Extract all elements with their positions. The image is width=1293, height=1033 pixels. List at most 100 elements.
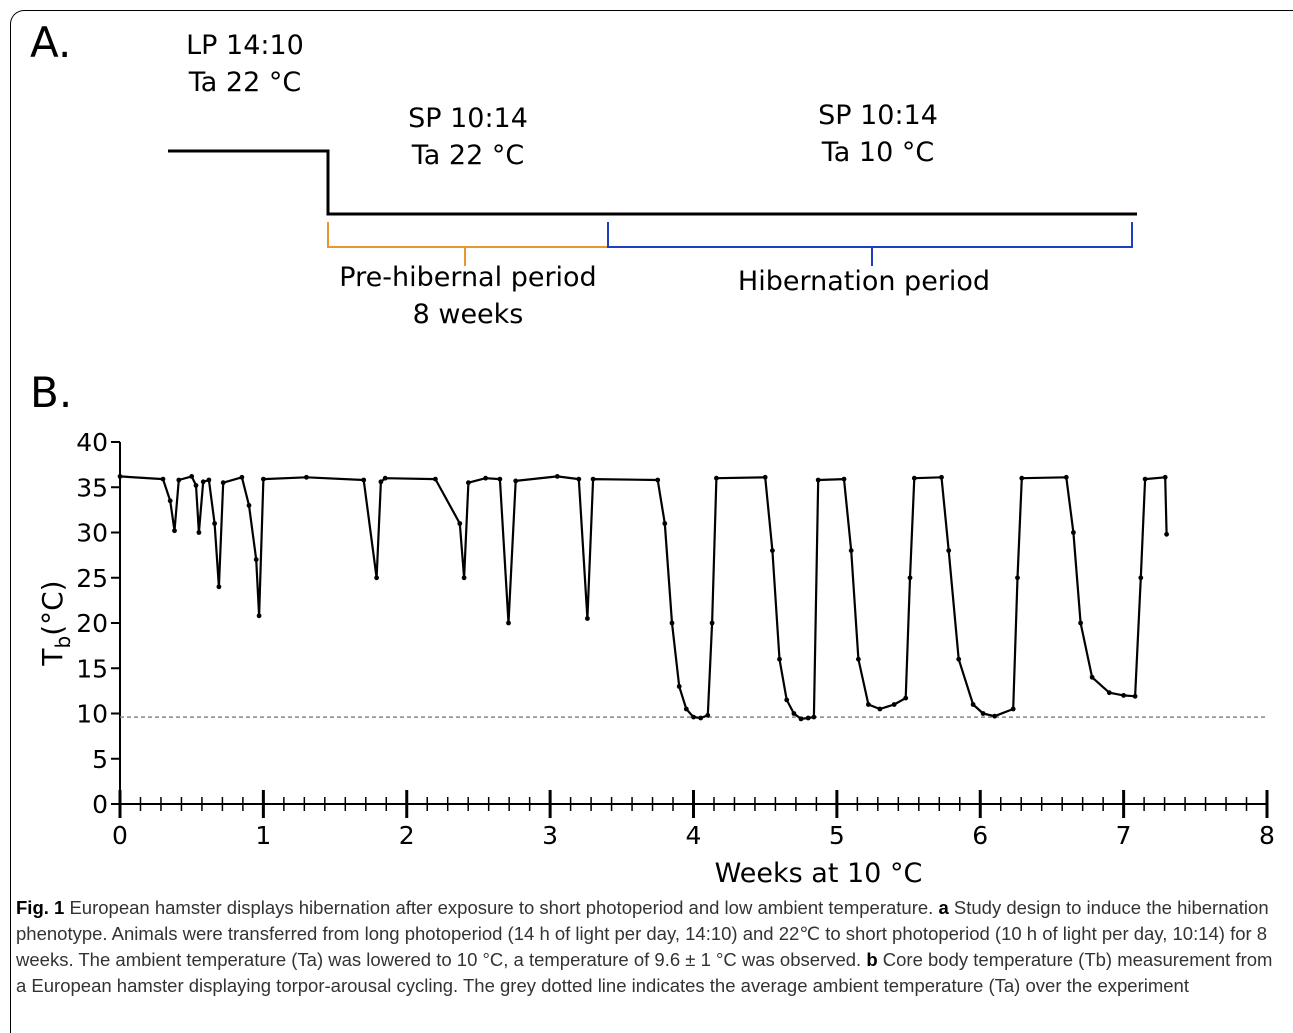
x-tick-label: 0 (112, 821, 128, 850)
phase1-photoperiod: LP 14:10 (186, 30, 304, 61)
data-point (891, 702, 897, 707)
caption-b-label: b (866, 949, 878, 970)
data-point (246, 503, 252, 508)
photoperiod-step-line (168, 149, 1137, 216)
data-point (167, 498, 173, 504)
data-point (770, 548, 775, 553)
data-point (256, 613, 262, 619)
caption-a-label: a (938, 897, 949, 918)
body-temperature-series (119, 475, 1168, 721)
data-point (506, 620, 511, 626)
x-tick-label: 4 (686, 821, 702, 850)
data-point (172, 528, 177, 534)
hibernation-bracket (607, 222, 1133, 266)
data-point (216, 584, 222, 590)
data-point (117, 474, 123, 479)
data-point (705, 712, 711, 718)
x-axis-label: Weeks at 10 °C (715, 858, 923, 889)
data-point (193, 483, 199, 488)
y-tick-label: 35 (76, 473, 108, 502)
data-point (1106, 690, 1112, 696)
data-point (576, 476, 582, 482)
data-point (848, 548, 854, 553)
y-tick-label: 5 (92, 745, 108, 774)
caption-a-text: Study design to induce the hibernation p… (16, 897, 1269, 970)
data-point (554, 474, 560, 479)
panel-a-label: A. (30, 18, 72, 67)
data-point (483, 475, 488, 481)
data-point (497, 476, 503, 482)
data-point (239, 474, 245, 480)
x-tick-label: 5 (829, 821, 845, 850)
data-point (1015, 575, 1020, 581)
data-point (784, 697, 790, 703)
hibernation-bracket-label: Hibernation period (738, 263, 990, 300)
data-point (160, 476, 166, 482)
data-point (1063, 474, 1069, 480)
data-point (1019, 475, 1025, 481)
data-point (1162, 474, 1168, 480)
data-point (461, 575, 467, 581)
data-point (903, 695, 909, 701)
data-point (361, 477, 367, 483)
data-point (946, 548, 952, 553)
data-point (200, 479, 206, 485)
data-point (1078, 620, 1083, 626)
data-point (220, 480, 226, 486)
data-point (655, 477, 661, 483)
data-point (1071, 530, 1076, 535)
caption-fig-number: Fig. 1 (16, 897, 65, 918)
prehibernal-period-text: Pre-hibernal period (339, 262, 597, 293)
phase2-photoperiod: SP 10:14 (408, 103, 528, 134)
phase2-temperature: Ta 22 °C (411, 140, 525, 171)
prehibernal-bracket (327, 222, 608, 266)
data-point (212, 521, 218, 526)
caption-b-text: Core body temperature (Tb) measurement f… (16, 949, 1273, 996)
caption-title: European hamster displays hibernation af… (69, 897, 934, 918)
y-tick-label: 40 (76, 428, 108, 457)
data-point (866, 702, 871, 707)
data-point (669, 620, 675, 626)
data-point (805, 715, 811, 721)
data-point (992, 713, 997, 719)
phase2-label: SP 10:14 Ta 22 °C (408, 100, 528, 174)
study-design-diagram (168, 149, 1137, 266)
data-point (382, 475, 388, 481)
data-point (1121, 693, 1126, 698)
data-point (1138, 575, 1144, 581)
data-point (585, 616, 590, 621)
data-point (513, 478, 519, 484)
y-tick-label: 10 (76, 700, 108, 729)
data-point (662, 521, 668, 526)
data-point (811, 714, 817, 720)
data-point (791, 711, 797, 716)
phase3-label: SP 10:14 Ta 10 °C (818, 97, 938, 171)
data-point (691, 714, 696, 720)
y-label-tail: (°C) (36, 580, 69, 635)
figure-svg: 0 5 10 15 20 25 30 35 40 0 1 2 3 4 5 6 7 8 Weeks at 10 °C T… (36, 149, 1275, 889)
data-point (877, 706, 883, 712)
data-point (777, 656, 782, 662)
data-point (206, 477, 212, 483)
data-point (762, 474, 768, 480)
figure-frame (10, 10, 1293, 1033)
data-point (590, 476, 596, 482)
hibernation-period-text: Hibernation period (737, 266, 991, 297)
data-point (956, 656, 962, 662)
x-tick-label: 1 (255, 821, 271, 850)
panel-b-label: B. (30, 368, 73, 417)
x-tick-label: 3 (542, 821, 558, 850)
data-point (815, 477, 821, 483)
x-tick-label: 2 (399, 821, 415, 850)
data-point (798, 716, 804, 722)
data-point (176, 477, 182, 483)
data-point (261, 476, 266, 482)
data-point (698, 715, 704, 721)
prehibernal-bracket-label: Pre-hibernal period 8 weeks (339, 259, 596, 333)
data-point (433, 476, 438, 482)
y-tick-label: 20 (76, 609, 108, 638)
data-point (189, 474, 195, 479)
data-point (1132, 693, 1138, 699)
data-point (1142, 476, 1148, 482)
data-point (856, 656, 861, 662)
